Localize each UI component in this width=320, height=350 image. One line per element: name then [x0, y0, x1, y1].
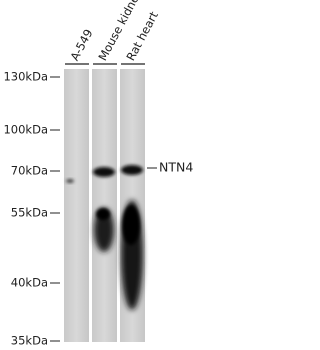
marker-label: 55kDa: [11, 206, 48, 220]
band: [66, 179, 74, 183]
marker-label: 35kDa: [11, 334, 48, 348]
marker-label: 40kDa: [11, 276, 48, 290]
marker-label: 100kDa: [3, 123, 48, 137]
western-blot: A-549 Mouse kidney Rat heart 130kDa 100k…: [3, 0, 193, 348]
band-label: NTN4: [159, 160, 193, 175]
bands: [66, 165, 143, 310]
lane: [92, 69, 117, 342]
band-smear: [94, 208, 114, 252]
band-smear: [96, 208, 110, 220]
markers: 130kDa 100kDa 70kDa 55kDa 40kDa 35kDa: [3, 70, 60, 348]
band-smear: [122, 205, 140, 245]
marker-label: 130kDa: [3, 70, 48, 84]
band: [93, 167, 115, 177]
marker-label: 70kDa: [11, 164, 48, 178]
lane: [64, 69, 89, 342]
band: [121, 165, 143, 175]
lane-label: A-549: [67, 27, 95, 63]
